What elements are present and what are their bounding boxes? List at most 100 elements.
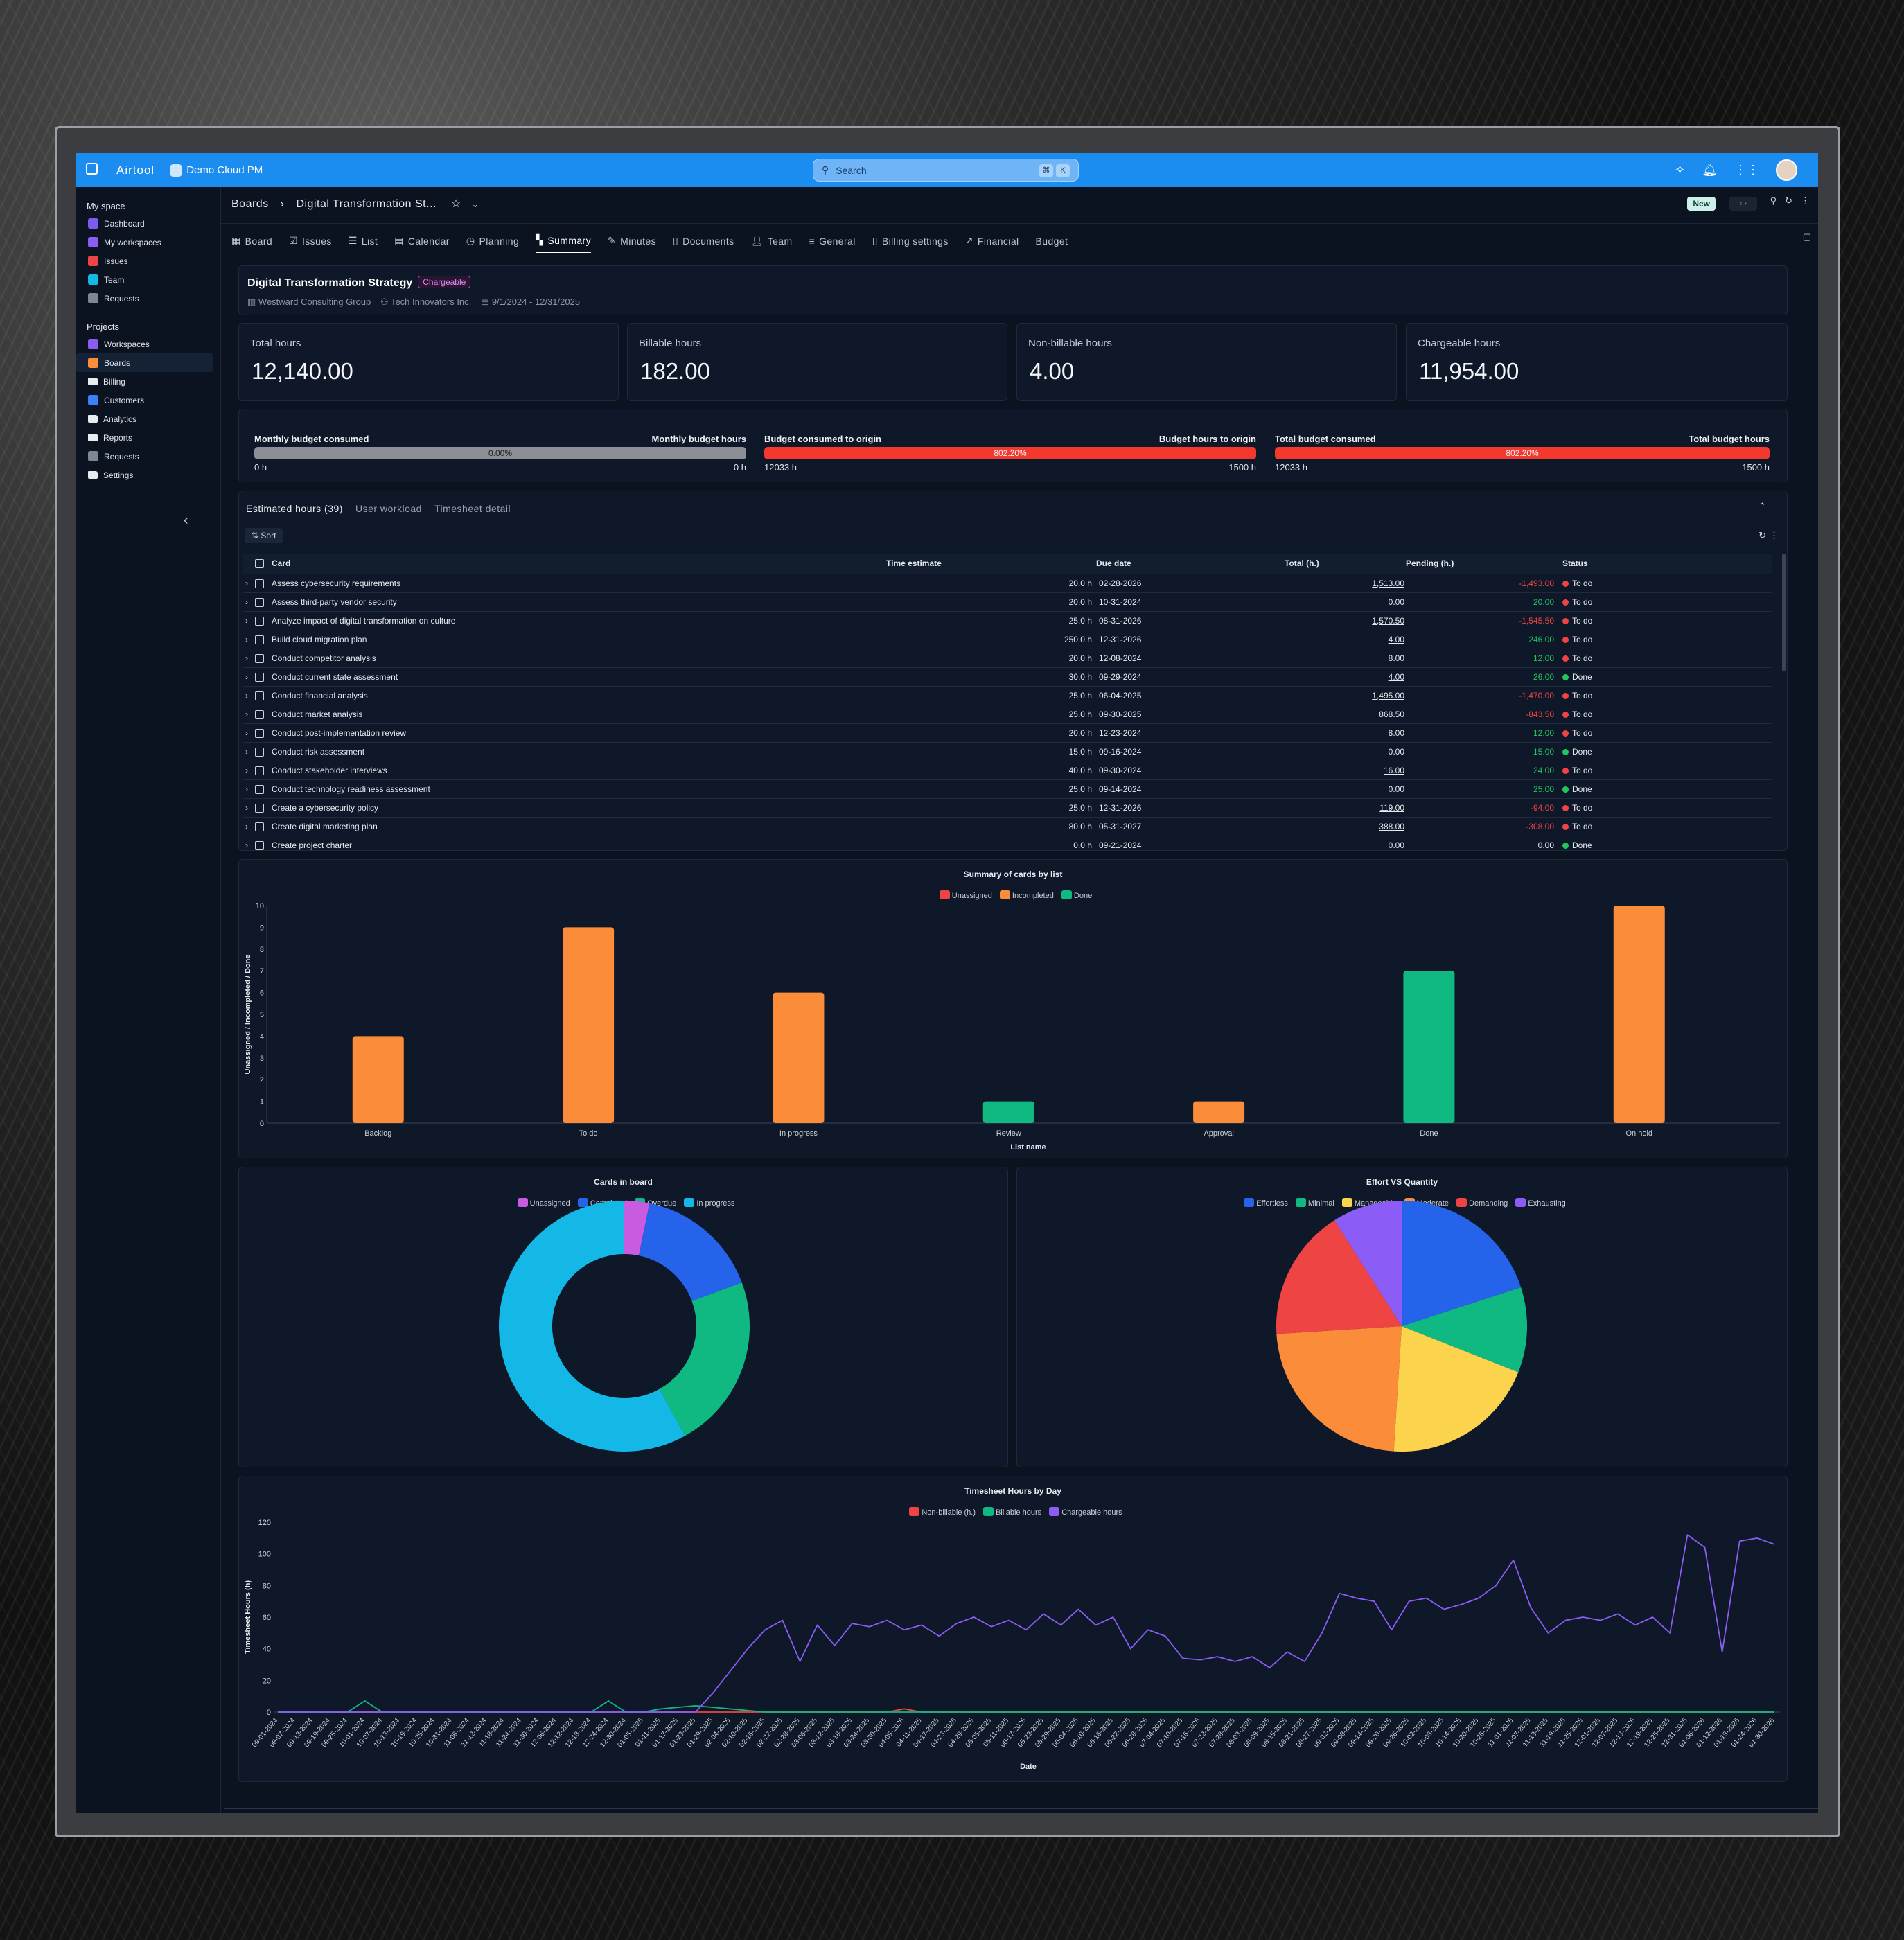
select-all-checkbox[interactable] bbox=[255, 559, 264, 569]
sidebar-toggle-icon[interactable] bbox=[86, 163, 98, 175]
table-row[interactable]: › Analyze impact of digital transformatio… bbox=[243, 610, 1772, 630]
tab-planning[interactable]: ◷ Planning bbox=[466, 234, 519, 253]
tab-issues[interactable]: ☑ Issues bbox=[289, 234, 332, 253]
row-checkbox[interactable] bbox=[255, 840, 264, 850]
tab-billing-settings[interactable]: ▯ Billing settings bbox=[872, 234, 949, 253]
table-row[interactable]: › Create project charter 0.0 h 09-21-2024 0.… bbox=[243, 835, 1772, 850]
row-checkbox[interactable] bbox=[255, 803, 264, 813]
cell-card[interactable]: Conduct market analysis bbox=[272, 704, 886, 723]
sidebar-item-requests[interactable]: Requests bbox=[76, 289, 220, 308]
cell-card[interactable]: Assess third-party vendor security bbox=[272, 592, 886, 611]
ai-sparkle-icon[interactable]: ✧ bbox=[1675, 163, 1686, 177]
row-checkbox[interactable] bbox=[255, 635, 264, 644]
table-row[interactable]: › Assess third-party vendor security 20.0 … bbox=[243, 592, 1772, 611]
table-row[interactable]: › Conduct competitor analysis 20.0 h 12-08-… bbox=[243, 648, 1772, 667]
col-due-date[interactable]: Due date bbox=[1096, 554, 1285, 574]
col-status[interactable]: Status bbox=[1558, 554, 1772, 574]
table-row[interactable]: › Conduct post-implementation review 20.0 … bbox=[243, 723, 1772, 742]
tab-calendar[interactable]: ▤ Calendar bbox=[394, 234, 450, 253]
row-checkbox[interactable] bbox=[255, 597, 264, 607]
apps-grid-icon[interactable]: ⋮⋮ bbox=[1734, 163, 1759, 177]
cell-card[interactable]: Create digital marketing plan bbox=[272, 816, 886, 836]
tab-financial[interactable]: ↗ Financial bbox=[965, 234, 1019, 253]
tab-list[interactable]: ☰ List bbox=[349, 234, 378, 253]
table-row[interactable]: › Conduct financial analysis 25.0 h 06-04-2… bbox=[243, 685, 1772, 705]
table-row[interactable]: › Conduct risk assessment 15.0 h 09-16-2024… bbox=[243, 741, 1772, 761]
row-checkbox[interactable] bbox=[255, 747, 264, 757]
expand-row-icon[interactable]: › bbox=[243, 667, 255, 686]
cell-card[interactable]: Build cloud migration plan bbox=[272, 629, 886, 649]
row-checkbox[interactable] bbox=[255, 766, 264, 775]
cell-card[interactable]: Assess cybersecurity requirements bbox=[272, 573, 886, 592]
nav-arrows[interactable]: ‹ › bbox=[1729, 197, 1757, 211]
collapse-sidebar-icon[interactable]: ‹ bbox=[184, 513, 188, 528]
chevron-down-icon[interactable]: ⌄ bbox=[471, 200, 479, 209]
expand-row-icon[interactable]: › bbox=[243, 797, 255, 817]
cell-total[interactable]: 8.00 bbox=[1388, 728, 1404, 738]
chevron-up-icon[interactable]: ⌃ bbox=[1758, 501, 1766, 511]
cell-card[interactable]: Conduct stakeholder interviews bbox=[272, 760, 886, 779]
search-input[interactable]: ⚲ Search ⌘ K bbox=[813, 159, 1079, 182]
sidebar-item-team[interactable]: Team bbox=[76, 270, 220, 289]
table-row[interactable]: › Conduct technology readiness assessment… bbox=[243, 779, 1772, 798]
tab-summary[interactable]: ▚ Summary bbox=[536, 234, 592, 253]
cell-card[interactable]: Analyze impact of digital transformation… bbox=[272, 610, 886, 630]
sidebar-item-settings[interactable]: Settings bbox=[76, 466, 220, 484]
sort-button[interactable]: ⇅ Sort bbox=[245, 528, 283, 543]
row-checkbox[interactable] bbox=[255, 579, 264, 588]
breadcrumb-boards[interactable]: Boards bbox=[231, 198, 269, 210]
row-checkbox[interactable] bbox=[255, 784, 264, 794]
table-scrollbar[interactable] bbox=[1782, 554, 1786, 671]
sidebar-item-analytics[interactable]: Analytics bbox=[76, 409, 220, 428]
refresh-icon[interactable]: ↻ bbox=[1758, 530, 1766, 540]
expand-row-icon[interactable]: › bbox=[243, 610, 255, 630]
row-checkbox[interactable] bbox=[255, 672, 264, 682]
table-row[interactable]: › Assess cybersecurity requirements 20.0 h… bbox=[243, 573, 1772, 592]
comment-icon[interactable]: ▢ bbox=[1802, 231, 1811, 242]
more-icon[interactable]: ⋮ bbox=[1801, 195, 1810, 206]
cell-total[interactable]: 868.50 bbox=[1379, 709, 1404, 719]
expand-row-icon[interactable]: › bbox=[243, 741, 255, 761]
row-checkbox[interactable] bbox=[255, 822, 264, 831]
sidebar-item-reports[interactable]: Reports bbox=[76, 428, 220, 447]
bell-icon[interactable]: 🔔︎ bbox=[1702, 163, 1718, 177]
avatar[interactable] bbox=[1776, 159, 1797, 181]
subtab-timesheet-detail[interactable]: Timesheet detail bbox=[434, 503, 511, 514]
row-checkbox[interactable] bbox=[255, 691, 264, 700]
row-checkbox[interactable] bbox=[255, 728, 264, 738]
cell-total[interactable]: 4.00 bbox=[1388, 634, 1404, 644]
cell-total[interactable]: 16.00 bbox=[1383, 765, 1404, 775]
tab-minutes[interactable]: ✎ Minutes bbox=[608, 234, 656, 253]
table-row[interactable]: › Create a cybersecurity policy 25.0 h 12-3… bbox=[243, 797, 1772, 817]
col-card[interactable]: Card bbox=[272, 554, 886, 574]
expand-row-icon[interactable]: › bbox=[243, 685, 255, 705]
cell-card[interactable]: Create a cybersecurity policy bbox=[272, 797, 886, 817]
more-icon[interactable]: ⋮ bbox=[1770, 530, 1779, 540]
expand-row-icon[interactable]: › bbox=[243, 704, 255, 723]
cell-card[interactable]: Create project charter bbox=[272, 835, 886, 850]
subtab-user-workload[interactable]: User workload bbox=[355, 503, 422, 514]
col-pending[interactable]: Pending (h.) bbox=[1406, 554, 1558, 574]
col-time-estimate[interactable]: Time estimate bbox=[886, 554, 1096, 574]
cell-card[interactable]: Conduct competitor analysis bbox=[272, 648, 886, 667]
sidebar-item-customers[interactable]: Customers bbox=[76, 391, 220, 409]
cell-total[interactable]: 1,495.00 bbox=[1372, 690, 1404, 700]
col-total[interactable]: Total (h.) bbox=[1285, 554, 1406, 574]
expand-row-icon[interactable]: › bbox=[243, 648, 255, 667]
expand-row-icon[interactable]: › bbox=[243, 723, 255, 742]
cell-card[interactable]: Conduct post-implementation review bbox=[272, 723, 886, 742]
workspace-switcher[interactable]: Demo Cloud PM bbox=[170, 164, 263, 177]
cell-card[interactable]: Conduct risk assessment bbox=[272, 741, 886, 761]
refresh-icon[interactable]: ↻ bbox=[1785, 195, 1792, 206]
expand-row-icon[interactable]: › bbox=[243, 592, 255, 611]
expand-row-icon[interactable]: › bbox=[243, 779, 255, 798]
sidebar-item-my-workspaces[interactable]: My workspaces bbox=[76, 233, 220, 252]
expand-row-icon[interactable]: › bbox=[243, 760, 255, 779]
tab-budget[interactable]: Budget bbox=[1036, 234, 1068, 253]
cell-card[interactable]: Conduct financial analysis bbox=[272, 685, 886, 705]
expand-row-icon[interactable]: › bbox=[243, 816, 255, 836]
row-checkbox[interactable] bbox=[255, 616, 264, 626]
table-row[interactable]: › Create digital marketing plan 80.0 h 05-3… bbox=[243, 816, 1772, 836]
sidebar-item-issues[interactable]: Issues bbox=[76, 252, 220, 270]
cell-card[interactable]: Conduct current state assessment bbox=[272, 667, 886, 686]
